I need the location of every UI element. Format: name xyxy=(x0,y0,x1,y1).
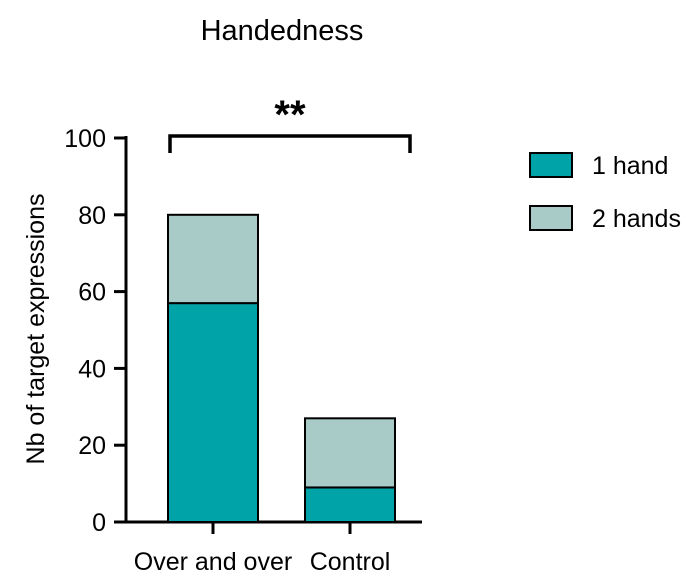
legend: 1 hand 2 hands xyxy=(529,152,681,233)
chart-title: Handedness xyxy=(201,15,364,47)
significance-bracket: ** xyxy=(168,93,412,153)
ticks-group: 0 20 40 60 80 100 Over and over Control xyxy=(64,125,390,574)
bar-segment-two-hands xyxy=(304,417,396,489)
y-tick-label: 60 xyxy=(78,279,106,307)
x-tick-label: Control xyxy=(310,548,391,574)
legend-swatch xyxy=(529,152,573,178)
bracket-line xyxy=(168,134,412,153)
legend-swatch xyxy=(529,205,573,231)
y-tick-label: 100 xyxy=(64,125,106,153)
y-tick-label: 20 xyxy=(78,432,106,460)
y-tick-label: 40 xyxy=(78,355,106,383)
bars-group xyxy=(167,213,396,524)
bar-segment-two-hands xyxy=(167,213,259,305)
bar-segment-one-hand xyxy=(304,486,396,524)
y-tick-label: 80 xyxy=(78,202,106,230)
bar-segment-one-hand xyxy=(167,302,259,523)
y-tick-label: 0 xyxy=(92,509,106,537)
legend-label: 1 hand xyxy=(592,152,668,180)
legend-label: 2 hands xyxy=(592,205,681,233)
y-axis-label: Nb of target expressions xyxy=(22,194,50,465)
significance-stars: ** xyxy=(274,93,306,137)
x-tick-label: Over and over xyxy=(134,548,292,574)
